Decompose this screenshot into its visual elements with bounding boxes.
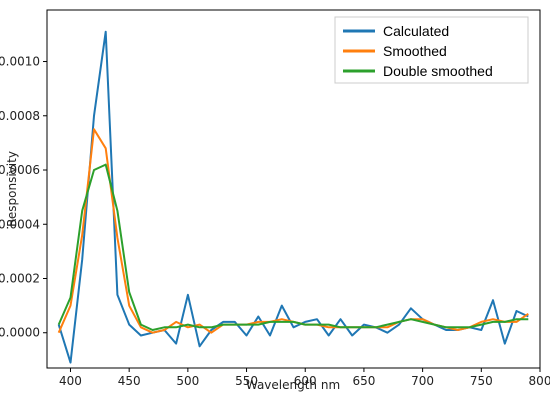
legend-label: Smoothed	[383, 43, 447, 59]
series-lines	[57, 30, 529, 364]
legend: Calculated Smoothed Double smoothed	[334, 16, 529, 84]
x-tick-label: 650	[352, 374, 375, 388]
y-tick-label: 0.0002	[0, 272, 40, 286]
y-tick-label: 0.0006	[0, 163, 40, 177]
x-tick-label: 750	[470, 374, 493, 388]
y-tick-label: 0.0008	[0, 109, 40, 123]
x-tick-label: 400	[59, 374, 82, 388]
tick-marks	[43, 61, 541, 372]
x-tick-label: 450	[118, 374, 141, 388]
x-tick-label: 700	[411, 374, 434, 388]
x-axis-title: Wavelength nm	[246, 378, 340, 392]
y-tick-label: 0.0004	[0, 217, 40, 231]
series-line-calculated	[57, 30, 529, 364]
y-tick-label: 0.0000	[0, 326, 40, 340]
x-tick-label: 600	[294, 374, 317, 388]
legend-label: Calculated	[383, 23, 449, 39]
series-line-double-smoothed	[57, 163, 529, 331]
x-tick-labels: 400 450 500 550 600 650 700 750 800	[59, 374, 550, 388]
legend-label: Double smoothed	[383, 63, 493, 79]
x-tick-label: 500	[176, 374, 199, 388]
y-axis-title: Responsivity	[5, 151, 19, 227]
y-tick-label: 0.0010	[0, 55, 40, 69]
x-tick-label: 550	[235, 374, 258, 388]
x-tick-label: 800	[529, 374, 550, 388]
y-tick-labels: 0.0000 0.0002 0.0004 0.0006 0.0008 0.0010	[0, 55, 40, 340]
